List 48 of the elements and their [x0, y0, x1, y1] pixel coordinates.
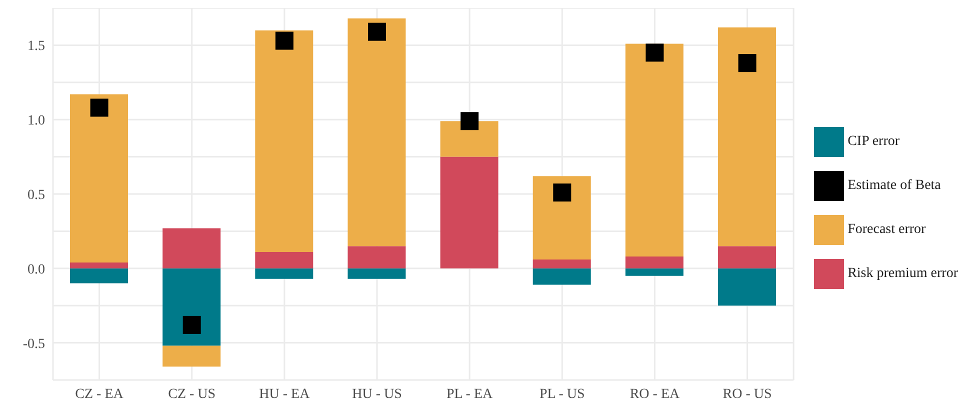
bar: [625, 256, 684, 268]
bar: [532, 176, 591, 260]
point: [90, 98, 108, 117]
point: [460, 112, 479, 130]
bar: [70, 268, 128, 284]
bar: [532, 268, 591, 285]
bar: [348, 18, 406, 246]
bar: [70, 94, 128, 262]
bar: [718, 246, 776, 268]
x-tick-label: RO - EA: [630, 386, 680, 402]
x-tick-label: RO - US: [722, 386, 772, 402]
point: [275, 32, 294, 50]
bar: [162, 228, 221, 268]
bar: [162, 346, 221, 367]
point: [182, 316, 201, 334]
x-tick-label: HU - EA: [259, 386, 311, 402]
bar: [625, 268, 684, 276]
bar: [440, 156, 498, 268]
legend-label: CIP error: [848, 134, 900, 149]
legend-label: Risk premium error: [848, 266, 958, 281]
point: [646, 44, 664, 62]
bar: [348, 246, 406, 268]
bar: [162, 268, 221, 346]
point: [368, 22, 386, 41]
legend-label: Estimate of Beta: [848, 178, 941, 193]
bar: [70, 262, 128, 268]
bar: [532, 259, 591, 268]
y-tick-label: 0.5: [28, 188, 45, 203]
bar: [255, 30, 314, 252]
x-tick-label: CZ - US: [168, 386, 216, 402]
x-tick-label: PL - EA: [446, 386, 494, 402]
point: [738, 54, 756, 72]
legend-label: Forecast error: [848, 222, 926, 237]
bar: [348, 268, 406, 279]
x-tick-label: CZ - EA: [75, 386, 124, 402]
x-tick-label: HU - US: [352, 386, 402, 402]
y-tick-label: -0.5: [22, 336, 45, 352]
bar: [255, 252, 314, 268]
bar: [255, 268, 314, 279]
bar: [625, 44, 684, 256]
point: [553, 184, 572, 202]
bar: [718, 27, 776, 246]
bar: [718, 268, 776, 306]
y-tick-label: 0.0: [28, 262, 45, 278]
x-tick-label: PL - US: [539, 386, 585, 402]
y-tick-label: 1.0: [28, 114, 45, 129]
bar: [440, 121, 498, 157]
y-tick-label: 1.5: [28, 39, 45, 54]
